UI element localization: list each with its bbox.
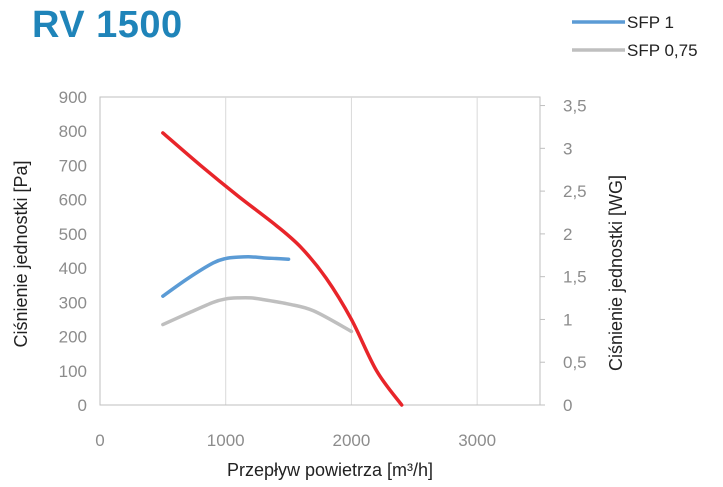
x-tick-label: 0: [95, 431, 104, 450]
y-tick-label: 400: [59, 259, 87, 278]
y2-tick-label: 0,5: [563, 353, 587, 372]
y-tick-label: 200: [59, 328, 87, 347]
x-axis-label: Przepływ powietrza [m³/h]: [227, 460, 433, 480]
y-tick-label: 0: [78, 396, 87, 415]
x-axis-ticks: 0 1000 2000 3000: [95, 431, 496, 450]
y-tick-label: 800: [59, 122, 87, 141]
series-lines: [161, 131, 404, 407]
x-tick-label: 2000: [333, 431, 371, 450]
y2-tick-label: 3: [563, 139, 572, 158]
y-tick-label: 600: [59, 191, 87, 210]
y2-tick-label: 3,5: [563, 97, 587, 116]
y-tick-label: 100: [59, 362, 87, 381]
y2-tick-label: 0: [563, 396, 572, 415]
y2-axis-ticks: 0 0,5 1 1,5 2 2,5 3 3,5: [540, 97, 587, 415]
legend: SFP 1 SFP 0,75: [572, 13, 698, 60]
y-tick-label: 500: [59, 225, 87, 244]
y-tick-label: 900: [59, 88, 87, 107]
y-axis-label: Ciśnienie jednostki [Pa]: [11, 160, 31, 347]
chart-title: RV 1500: [32, 4, 183, 46]
legend-label: SFP 1: [627, 13, 674, 32]
x-tick-label: 1000: [207, 431, 245, 450]
legend-label: SFP 0,75: [627, 41, 698, 60]
y2-tick-label: 1,5: [563, 268, 587, 287]
y2-tick-label: 2,5: [563, 182, 587, 201]
y-tick-label: 700: [59, 156, 87, 175]
series-line-sfp-1: [161, 255, 291, 298]
y2-tick-label: 2: [563, 225, 572, 244]
y-axis-ticks: 0 100 200 300 400 500 600 700 800 900: [59, 88, 87, 415]
grid-lines: [100, 97, 540, 406]
y2-tick-label: 1: [563, 310, 572, 329]
series-line-fan-curve: [161, 131, 404, 407]
series-line-sfp-0-75: [161, 295, 354, 334]
y-tick-label: 300: [59, 293, 87, 312]
x-tick-label: 3000: [458, 431, 496, 450]
plot-area: [99, 96, 541, 406]
y2-axis-label: Ciśnienie jednostki [WG]: [606, 175, 626, 371]
